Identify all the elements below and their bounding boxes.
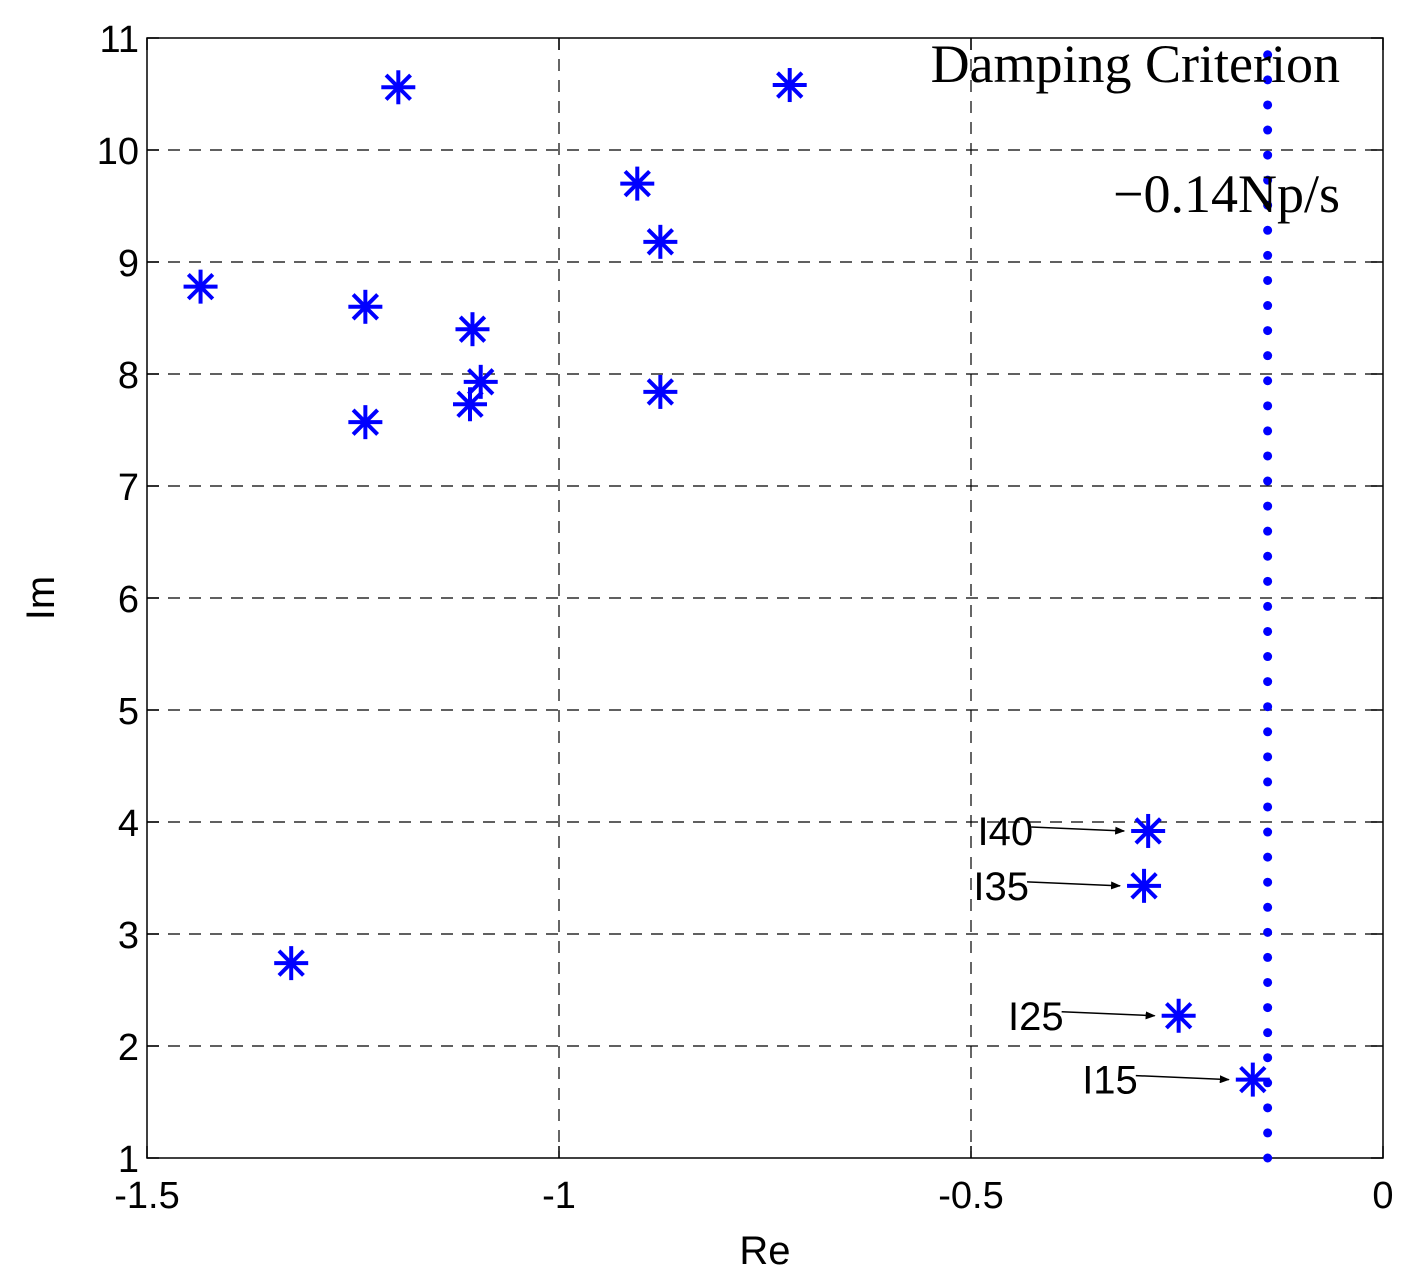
criterion-dot <box>1263 351 1273 361</box>
criterion-dot <box>1263 100 1273 110</box>
annotations: I40 I35 I25 I15 <box>973 810 1230 1103</box>
data-point <box>772 68 807 103</box>
criterion-dot <box>1263 476 1273 486</box>
grid <box>147 38 1383 1158</box>
data-point <box>455 312 490 347</box>
criterion-dot <box>1263 1053 1273 1063</box>
criterion-dot <box>1263 626 1273 636</box>
criterion-dot <box>1263 301 1273 311</box>
data-point <box>643 224 678 259</box>
criterion-dot <box>1263 275 1273 285</box>
y-tick-label: 9 <box>118 243 139 285</box>
annotation-arrow <box>1061 1011 1156 1020</box>
y-tick-label: 2 <box>118 1027 139 1069</box>
criterion-dot <box>1263 902 1273 912</box>
y-tick-label: 3 <box>118 915 139 957</box>
annotation-label: I15 <box>1082 1059 1138 1103</box>
y-tick-label: 8 <box>118 355 139 397</box>
annotation-arrow <box>1135 1074 1230 1084</box>
data-point <box>348 289 383 324</box>
criterion-dot <box>1263 576 1273 586</box>
data-point <box>183 269 218 304</box>
criterion-dot <box>1263 501 1273 511</box>
criterion-dot <box>1263 551 1273 561</box>
x-axis-label: Re <box>739 1229 790 1273</box>
criterion-dot <box>1263 150 1273 160</box>
criterion-dot <box>1263 852 1273 862</box>
criterion-dot <box>1263 1003 1273 1013</box>
criterion-dot <box>1263 526 1273 536</box>
criterion-dot <box>1263 200 1273 210</box>
y-tick-label: 10 <box>97 131 139 173</box>
annotation-label: I40 <box>978 810 1034 854</box>
data-point <box>453 387 488 422</box>
criterion-dot <box>1263 677 1273 687</box>
x-tick-label: -1 <box>542 1175 576 1217</box>
criterion-dot <box>1263 401 1273 411</box>
criterion-dot <box>1263 927 1273 937</box>
annotation-arrow <box>1031 826 1126 835</box>
criterion-dot <box>1263 250 1273 260</box>
criterion-dot <box>1263 451 1273 461</box>
criterion-dot <box>1263 802 1273 812</box>
data-point <box>1161 998 1196 1033</box>
criterion-dot <box>1263 601 1273 611</box>
data-point <box>1235 1062 1270 1097</box>
data-point <box>348 405 383 440</box>
criterion-dot <box>1263 752 1273 762</box>
criterion-dot <box>1263 225 1273 235</box>
criterion-dot <box>1263 326 1273 336</box>
data-point <box>381 70 416 105</box>
y-tick-label: 4 <box>118 803 139 845</box>
x-tick-label: 0 <box>1372 1175 1393 1217</box>
y-tick-label: 6 <box>118 579 139 621</box>
x-tick-label: -1.5 <box>114 1175 179 1217</box>
y-tick-label: 1 <box>118 1139 139 1181</box>
annotation-arrow <box>1027 881 1122 890</box>
data-point <box>1131 813 1166 848</box>
criterion-dot <box>1263 75 1273 85</box>
axis-ticks: -1.5 -1 -0.5 0 1 2 3 4 5 6 7 8 9 10 11 <box>97 19 1394 1217</box>
criterion-dot <box>1263 376 1273 386</box>
data-point <box>274 946 309 981</box>
criterion-dot <box>1263 727 1273 737</box>
annotation-label: I25 <box>1008 995 1064 1039</box>
y-tick-label: 7 <box>118 467 139 509</box>
y-axis-label: Im <box>19 576 63 620</box>
criterion-dot <box>1263 777 1273 787</box>
criterion-dot <box>1263 827 1273 837</box>
criterion-dot <box>1263 1103 1273 1113</box>
x-tick-label: -0.5 <box>938 1175 1003 1217</box>
criterion-dot <box>1263 1128 1273 1138</box>
y-tick-label: 11 <box>100 19 139 61</box>
criterion-dot <box>1263 702 1273 712</box>
damping-criterion-line <box>1263 50 1273 1163</box>
criterion-label-value: −0.14Np/s <box>1113 164 1340 224</box>
data-point <box>620 166 655 201</box>
data-point <box>643 374 678 409</box>
annotation-label: I35 <box>973 865 1029 909</box>
criterion-label-title: Damping Criterion <box>931 34 1340 94</box>
criterion-dot <box>1263 50 1273 60</box>
criterion-dot <box>1263 877 1273 887</box>
criterion-dot <box>1263 977 1273 987</box>
y-tick-label: 5 <box>118 691 139 733</box>
criterion-dot <box>1263 175 1273 185</box>
data-points <box>183 68 1270 1097</box>
data-point <box>1127 868 1162 903</box>
criterion-dot <box>1263 652 1273 662</box>
criterion-dot <box>1263 952 1273 962</box>
criterion-dot <box>1263 426 1273 436</box>
criterion-dot <box>1263 1028 1273 1038</box>
criterion-dot <box>1263 125 1273 135</box>
criterion-dot <box>1263 1153 1273 1163</box>
